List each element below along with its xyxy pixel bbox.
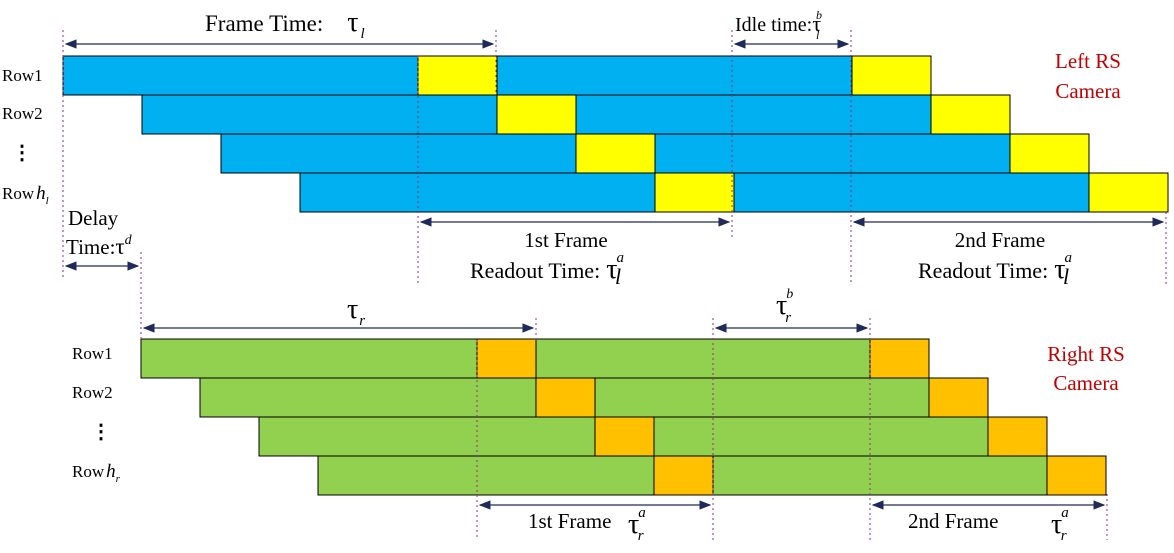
left-row1-frame2-readout xyxy=(851,55,932,96)
right-row4-frame2-exposure xyxy=(712,455,1048,496)
right-row3-frame2-exposure xyxy=(653,416,989,457)
left-row3-frame1-readout xyxy=(575,133,656,174)
left-row3-frame2-readout xyxy=(1009,133,1090,174)
right-camera-timeline xyxy=(140,338,1107,496)
left-row1-frame2-exposure xyxy=(496,55,853,96)
guide-lines xyxy=(62,30,1167,540)
right-row2-frame1-exposure xyxy=(199,377,537,418)
right-row4-frame2-readout xyxy=(1046,455,1107,496)
right-row3-frame1-exposure xyxy=(258,416,596,457)
left-row4-frame1-exposure xyxy=(299,172,656,213)
left-row2-frame2-exposure xyxy=(575,94,932,135)
right-row2-label: Row2 xyxy=(72,383,113,402)
right-row2-frame2-exposure xyxy=(594,377,930,418)
dimension-arrows xyxy=(64,39,1165,510)
right-row1-frame2-exposure xyxy=(535,338,871,379)
left-row3-frame2-exposure xyxy=(654,133,1011,174)
right-frame-time-label: τr xyxy=(347,294,365,329)
left-camera-timeline xyxy=(62,55,1169,213)
left-second-frame-label: 2nd Frame xyxy=(955,228,1045,252)
left-row3-frame1-exposure xyxy=(220,133,577,174)
right-row2-frame2-readout xyxy=(928,377,989,418)
left-first-frame-label: 1st Frame xyxy=(524,228,607,252)
right-camera-label-line2: Camera xyxy=(1053,371,1119,395)
left-row2-frame1-readout xyxy=(496,94,577,135)
right-row1-frame1-readout xyxy=(476,338,537,379)
right-rowh-label: Row hr xyxy=(72,461,121,485)
delay-label-line2: Time:τd xyxy=(66,233,133,259)
right-row3-frame1-readout xyxy=(594,416,655,457)
left-row1-frame1-readout xyxy=(417,55,498,96)
left-row4-frame2-exposure xyxy=(733,172,1090,213)
right-first-readout-symbol: τa r xyxy=(628,505,646,544)
right-row-ellipsis: ⋮ xyxy=(91,421,111,443)
right-idle-time-label: τb r xyxy=(776,287,793,326)
delay-label-line1: Delay xyxy=(68,206,119,230)
right-first-frame-label: 1st Frame xyxy=(528,509,611,533)
left-row2-frame2-readout xyxy=(930,94,1011,135)
left-row1-label: Row1 xyxy=(2,66,43,85)
left-row1-frame1-exposure xyxy=(62,55,419,96)
right-row3-frame2-readout xyxy=(987,416,1048,457)
left-row4-frame1-readout xyxy=(654,172,735,213)
right-row1-frame1-exposure xyxy=(140,338,478,379)
left-frame-time-label: Frame Time: τ l xyxy=(205,7,365,42)
right-row1-frame2-readout xyxy=(869,338,930,379)
right-row4-frame1-readout xyxy=(653,455,714,496)
left-row4-frame2-readout xyxy=(1088,172,1169,213)
right-row2-frame1-readout xyxy=(535,377,596,418)
left-camera-label-line2: Camera xyxy=(1055,79,1121,103)
left-idle-time-label: Idle time:τb l xyxy=(735,8,822,42)
right-camera-label-line1: Right RS xyxy=(1047,342,1125,366)
right-row1-label: Row1 xyxy=(72,344,113,363)
right-row4-frame1-exposure xyxy=(317,455,655,496)
left-rowh-label: Row hl xyxy=(2,183,49,207)
left-second-readout-label: Readout Time: τa l xyxy=(918,250,1072,289)
left-row2-frame1-exposure xyxy=(141,94,498,135)
right-second-frame-label: 2nd Frame xyxy=(908,509,998,533)
left-first-readout-label: Readout Time: τa l xyxy=(470,250,624,289)
left-row2-label: Row2 xyxy=(2,104,43,123)
right-second-readout-symbol: τa r xyxy=(1051,505,1069,544)
left-row-ellipsis: ⋮ xyxy=(12,142,32,164)
left-camera-label-line1: Left RS xyxy=(1055,49,1121,73)
